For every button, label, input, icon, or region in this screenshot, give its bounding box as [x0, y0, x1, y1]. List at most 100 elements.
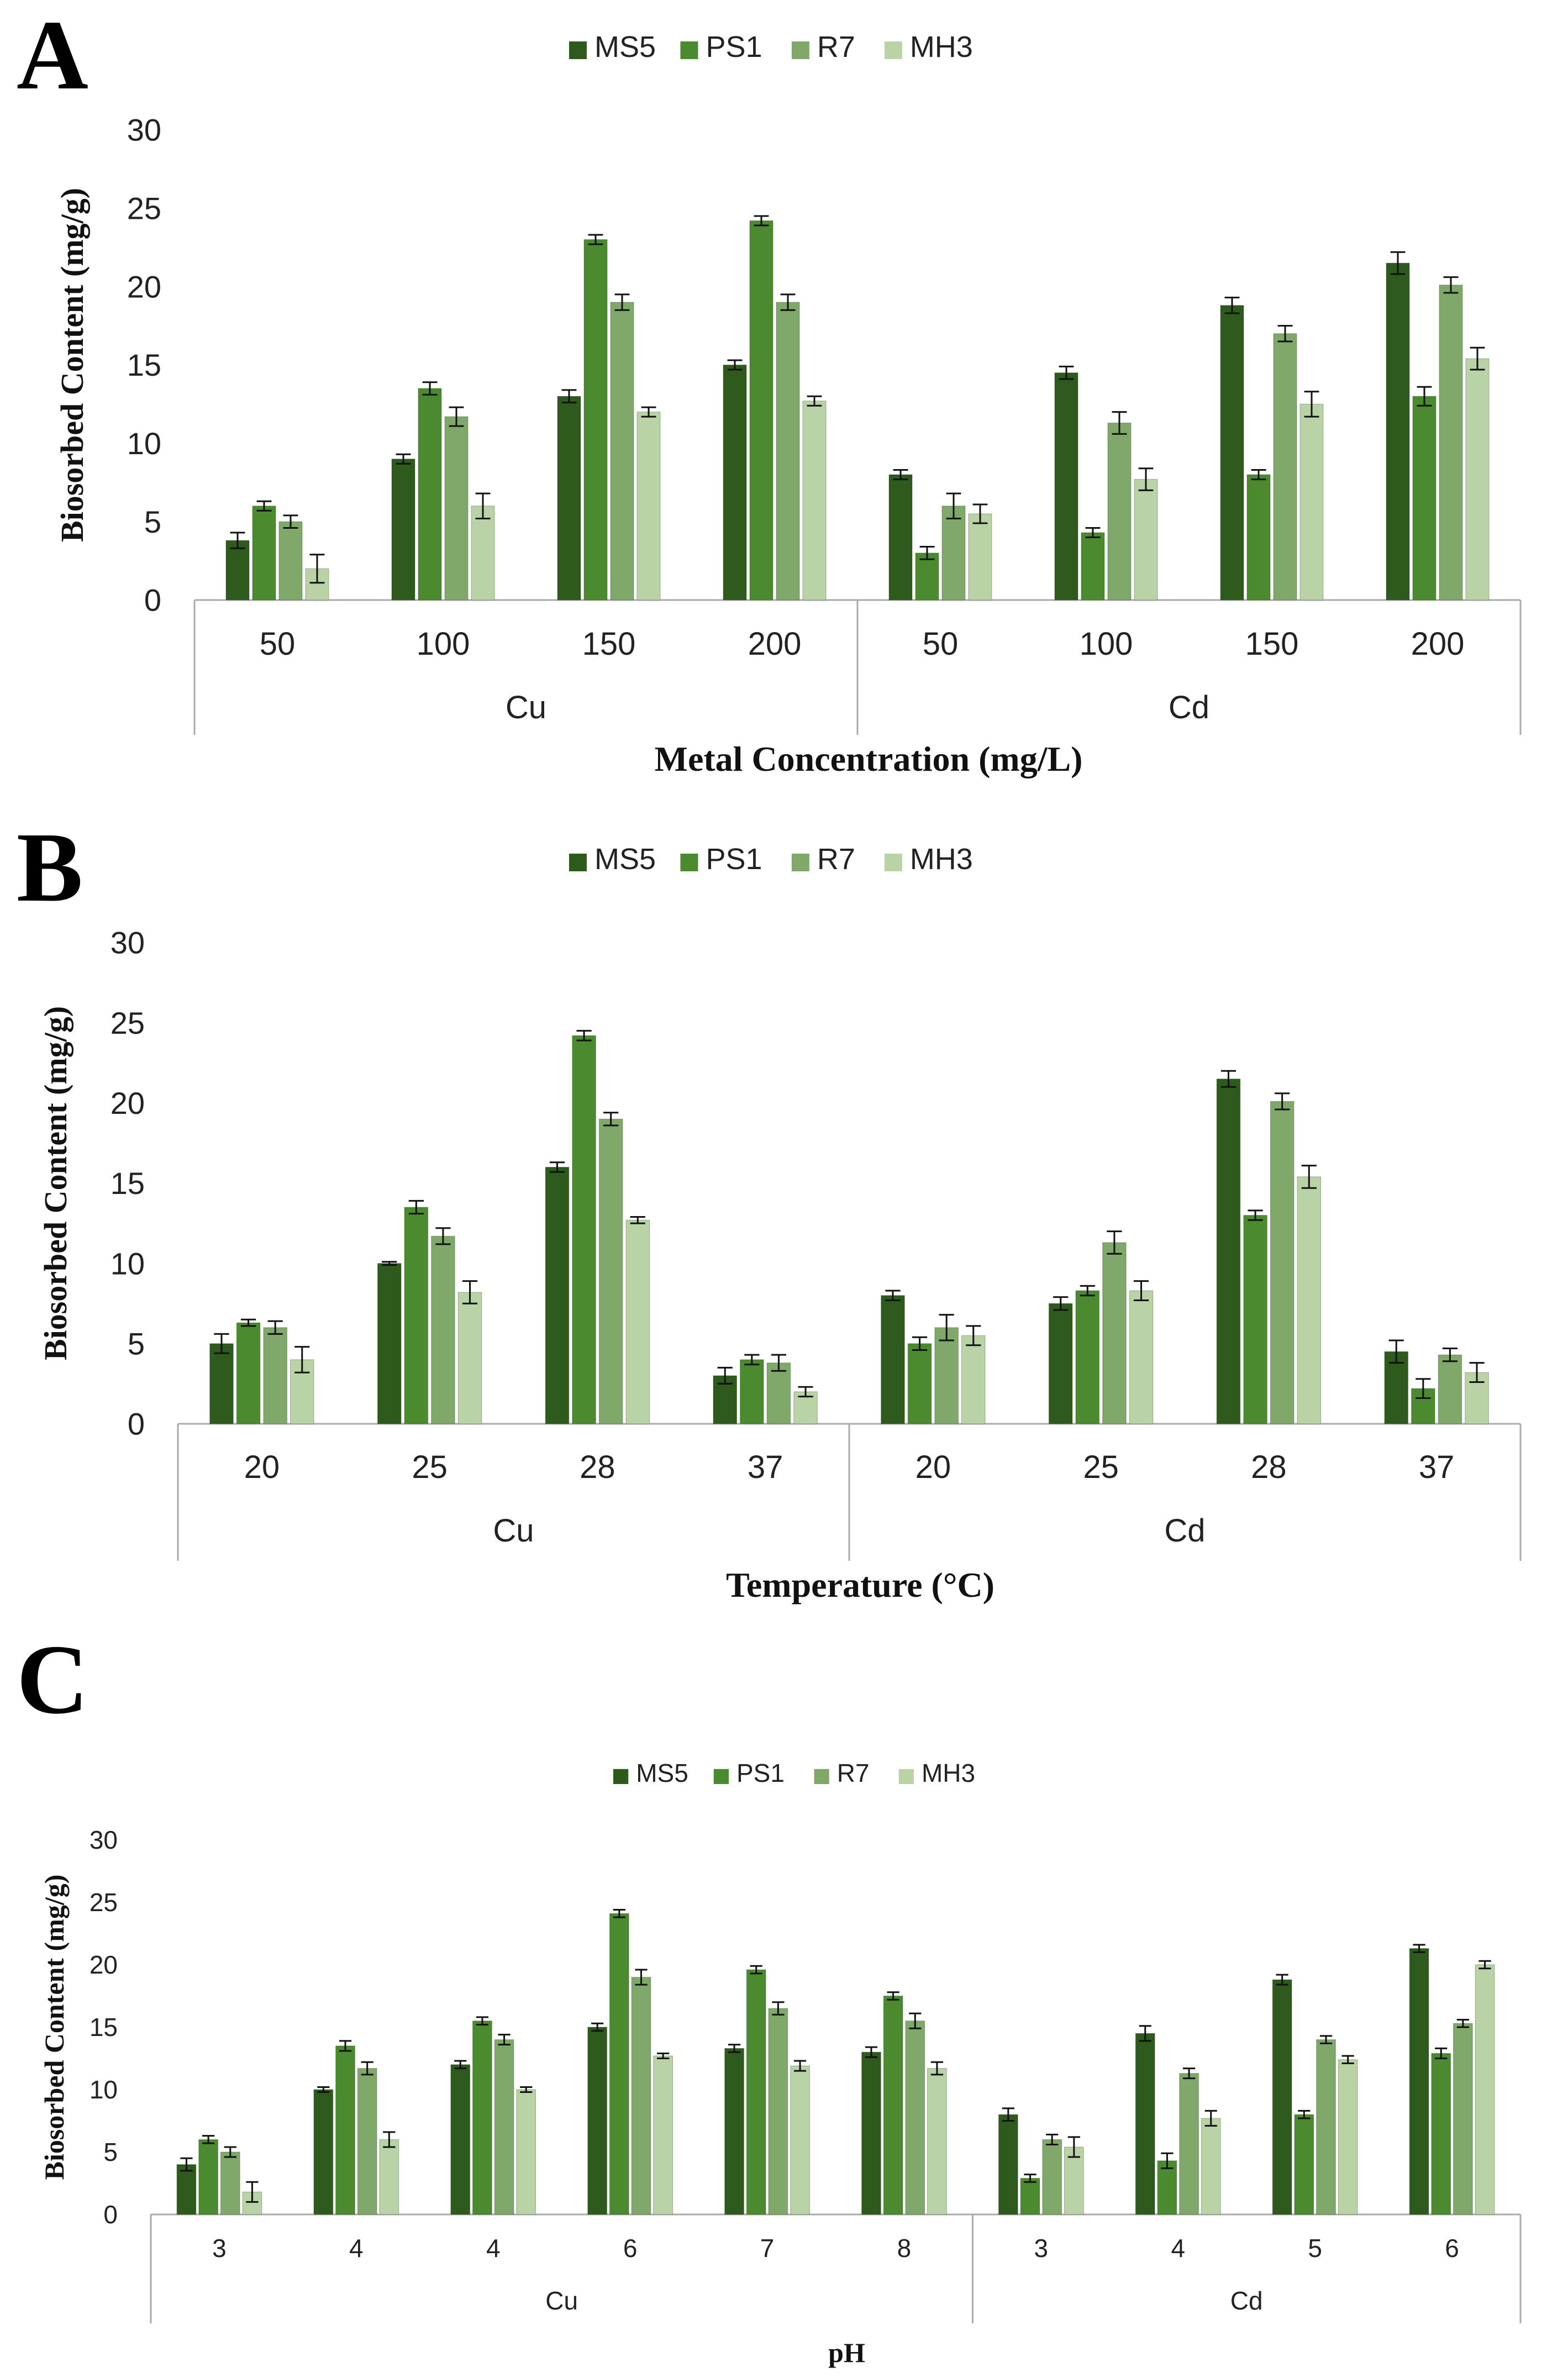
chart-panel-c: C MS5 PS1 R7 MH3 0 5 10 15 20 25 30 Biosorbed Conten…: [17, 1624, 1522, 2368]
bar-mh3: [636, 412, 661, 601]
legend: MS5 PS1 R7 MH3: [569, 30, 973, 64]
bar-ms5: [1220, 305, 1244, 601]
y-tick-label: 30: [90, 1825, 118, 1854]
bar-ps1: [404, 1207, 429, 1424]
y-tick-label: 20: [111, 1086, 145, 1120]
bar-r7: [1270, 1101, 1295, 1424]
y-axis-title: Biosorbed Content (mg/g): [39, 1875, 70, 2180]
bar-ps1: [583, 239, 608, 601]
category-label: 8: [897, 2234, 912, 2263]
bar-r7: [610, 302, 634, 601]
bar-r7: [1439, 285, 1463, 601]
bar-mh3: [471, 506, 495, 601]
bar-ms5: [450, 2064, 471, 2215]
bar-ms5: [1409, 1948, 1429, 2215]
bar-r7: [766, 1362, 791, 1424]
y-tick-label: 0: [128, 1407, 145, 1441]
bar-r7: [494, 2039, 514, 2215]
bar-mh3: [961, 1335, 986, 1424]
y-tick-label: 5: [144, 504, 161, 539]
group-label-cd: Cd: [1169, 690, 1209, 725]
bar-ps1: [418, 388, 442, 601]
category-label: 3: [212, 2234, 227, 2263]
category-label: 4: [349, 2234, 364, 2263]
bar-mh3: [968, 513, 992, 601]
bar-ps1: [1020, 2177, 1040, 2215]
bar-r7: [1102, 1242, 1127, 1424]
bar-ps1: [746, 1969, 766, 2215]
y-tick-label: 25: [90, 1888, 118, 1917]
legend-swatch-r7: [791, 854, 809, 871]
bar-mh3: [1475, 1964, 1495, 2215]
y-tick-label: 0: [144, 583, 161, 618]
y-tick-label: 10: [90, 2075, 118, 2104]
category-label: 25: [412, 1449, 448, 1485]
legend-label-ms5: MS5: [594, 30, 656, 64]
legend-swatch-mh3: [884, 854, 902, 871]
bar-r7: [220, 2151, 240, 2215]
legend-label-mh3: MH3: [910, 30, 973, 64]
chart-panel-b: B MS5 PS1 R7 MH3 0 5 10 15 20 25 30 Biosorbed Conten…: [17, 812, 1522, 1604]
bar-r7: [278, 521, 303, 601]
bar-ms5: [545, 1166, 570, 1424]
legend-swatch-ps1: [713, 1769, 729, 1784]
legend-swatch-r7: [814, 1769, 829, 1784]
x-axis-title: Metal Concentration (mg/L): [655, 739, 1083, 778]
x-axis-title: Temperature (°C): [726, 1565, 995, 1604]
bar-ps1: [749, 220, 774, 601]
bar-mh3: [790, 2065, 810, 2215]
bar-ps1: [1243, 1215, 1267, 1424]
bar-mh3: [1465, 358, 1490, 601]
bar-mh3: [457, 1292, 482, 1424]
legend-label-ps1: PS1: [736, 1759, 785, 1787]
bar-ps1: [1412, 396, 1437, 601]
group-label-cd: Cd: [1230, 2286, 1263, 2315]
group-label-cu: Cu: [545, 2286, 578, 2315]
bar-ms5: [587, 2027, 608, 2215]
bar-ps1: [907, 1343, 932, 1424]
category-label: 28: [1251, 1449, 1287, 1485]
legend-label-mh3: MH3: [922, 1759, 975, 1787]
bar-ms5: [1135, 2033, 1155, 2215]
category-label: 4: [1171, 2234, 1185, 2263]
legend-swatch-mh3: [884, 41, 902, 59]
y-tick-label: 10: [111, 1246, 145, 1281]
bar-r7: [444, 416, 469, 601]
y-tick-label: 25: [127, 191, 161, 225]
y-tick-label: 15: [90, 2013, 118, 2042]
bar-r7: [1438, 1354, 1462, 1424]
bar-mh3: [653, 2055, 673, 2215]
legend-swatch-ps1: [680, 854, 698, 871]
bar-r7: [1042, 2139, 1062, 2215]
y-tick-label: 15: [111, 1166, 145, 1201]
bar-r7: [357, 2068, 377, 2215]
category-label: 150: [1245, 626, 1299, 662]
y-tick-label: 0: [103, 2200, 118, 2229]
y-tick-label: 15: [127, 348, 161, 382]
category-label: 7: [760, 2234, 775, 2263]
bar-ms5: [1048, 1303, 1073, 1424]
bar-r7: [1179, 2073, 1199, 2215]
bar-ms5: [724, 2048, 744, 2215]
category-label: 3: [1034, 2234, 1049, 2263]
bar-mh3: [1297, 1176, 1322, 1424]
bar-ms5: [888, 474, 913, 601]
bar-ms5: [861, 2051, 881, 2215]
bar-ms5: [1272, 1979, 1292, 2215]
bar-r7: [431, 1235, 455, 1424]
category-label: 4: [486, 2234, 501, 2263]
legend: MS5 PS1 R7 MH3: [613, 1759, 975, 1787]
bar-r7: [631, 1977, 651, 2215]
category-label: 37: [748, 1449, 783, 1485]
legend-swatch-ms5: [569, 41, 587, 59]
category-label: 50: [260, 626, 296, 662]
bar-ps1: [335, 2045, 355, 2215]
bar-ps1: [472, 2021, 492, 2215]
bar-ms5: [391, 459, 415, 601]
bar-r7: [934, 1327, 959, 1424]
category-label: 200: [748, 626, 802, 662]
legend-label-r7: R7: [817, 843, 855, 876]
bar-ps1: [236, 1322, 261, 1424]
bar-ps1: [1075, 1290, 1100, 1424]
bar-ps1: [198, 2139, 218, 2215]
